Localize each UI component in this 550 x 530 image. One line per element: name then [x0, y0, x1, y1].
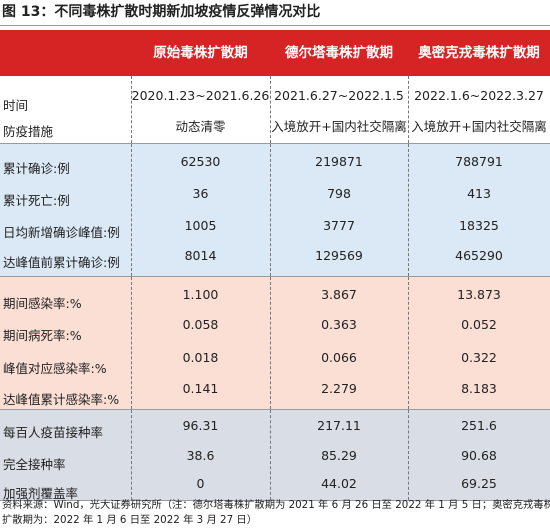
cell: 0.018	[182, 350, 219, 365]
cell: 44.02	[321, 476, 357, 491]
column-divider	[408, 410, 409, 500]
cell: 动态清零	[175, 119, 226, 134]
section-vaccination: 每百人疫苗接种率 96.31 217.11 251.6 完全接种率 38.6 8…	[0, 410, 550, 501]
cell: 465290	[455, 248, 503, 263]
source-note-line: 扩散期为：2022 年 1 月 6 日至 2022 年 3 月 27 日）	[2, 514, 258, 526]
cell: 69.25	[461, 476, 497, 491]
section-period: 时间 2020.1.23~2021.6.26 2021.6.27~2022.1.…	[0, 76, 550, 143]
cell: 2020.1.23~2021.6.26	[131, 88, 270, 103]
column-divider	[131, 277, 132, 409]
column-header-omicron: 奥密克戎毒株扩散期	[418, 45, 540, 61]
row-label: 时间	[3, 98, 29, 113]
cell: 3.867	[321, 287, 357, 302]
column-header-delta: 德尔塔毒株扩散期	[285, 45, 393, 61]
column-header-original: 原始毒株扩散期	[153, 45, 248, 61]
cell: 85.29	[321, 448, 357, 463]
cell: 2021.6.27~2022.1.5	[274, 88, 404, 103]
row-label: 完全接种率	[3, 457, 66, 472]
column-divider	[270, 76, 271, 143]
cell: 2.279	[321, 381, 357, 396]
row-label: 达峰值累计感染率:%	[3, 392, 120, 407]
cell: 0.141	[182, 381, 219, 396]
cell: 0.363	[321, 317, 357, 332]
column-divider	[131, 76, 132, 143]
cell: 36	[192, 186, 209, 201]
cell: 90.68	[461, 448, 497, 463]
row-label: 防疫措施	[3, 124, 54, 139]
cell: 129569	[315, 248, 363, 263]
column-divider	[408, 76, 409, 143]
column-divider	[131, 144, 132, 276]
cell: 38.6	[186, 448, 215, 463]
cell: 798	[327, 186, 351, 201]
row-label: 加强剂覆盖率	[3, 486, 79, 501]
cell: 788791	[455, 154, 503, 169]
row-label: 每百人疫苗接种率	[3, 425, 104, 440]
cell: 62530	[180, 154, 221, 169]
column-divider	[408, 277, 409, 409]
cell: 8.183	[461, 381, 497, 396]
column-divider	[270, 277, 271, 409]
row-label: 累计死亡:例	[3, 193, 70, 208]
figure-title: 图 13：不同毒株扩散时期新加坡疫情反弹情况对比	[0, 0, 550, 26]
cell: 219871	[315, 154, 363, 169]
cell: 251.6	[461, 418, 497, 433]
cell: 13.873	[457, 287, 501, 302]
column-divider	[270, 144, 271, 276]
divider	[0, 500, 550, 501]
column-divider	[131, 410, 132, 500]
column-divider	[408, 144, 409, 276]
table-row: 时间 2020.1.23~2021.6.26 2021.6.27~2022.1.…	[0, 88, 550, 113]
cell: 0.058	[182, 317, 219, 332]
cell: 217.11	[317, 418, 361, 433]
cell: 8014	[184, 248, 217, 263]
table-row: 防疫措施 动态清零 入境放开+国内社交隔离 入境放开+国内社交隔离	[0, 116, 550, 139]
cell: 1.100	[182, 287, 219, 302]
row-label: 日均新增确诊峰值:例	[3, 225, 120, 240]
row-label: 期间病死率:%	[3, 328, 82, 343]
cell: 0.322	[461, 350, 497, 365]
cell: 入境放开+国内社交隔离	[411, 119, 547, 134]
cell: 0	[196, 476, 205, 491]
row-label: 峰值对应感染率:%	[3, 361, 107, 376]
cell: 0.052	[461, 317, 497, 332]
cell: 0.066	[321, 350, 357, 365]
cell: 413	[467, 186, 491, 201]
cell: 3777	[323, 218, 355, 233]
row-label: 累计确诊:例	[3, 161, 70, 176]
column-divider	[270, 410, 271, 500]
cell: 18325	[459, 218, 499, 233]
cell: 2022.1.6~2022.3.27	[414, 88, 544, 103]
comparison-table: 原始毒株扩散期 德尔塔毒株扩散期 奥密克戎毒株扩散期 时间 2020.1.23~…	[0, 28, 550, 501]
row-label: 期间感染率:%	[3, 296, 82, 311]
divider	[0, 276, 550, 277]
divider	[0, 143, 550, 144]
cell: 入境放开+国内社交隔离	[271, 119, 407, 134]
cell: 96.31	[182, 418, 219, 433]
divider	[0, 409, 550, 410]
cell: 1005	[184, 218, 217, 233]
source-note: 资料来源：Wind，光大证券研究所（注：德尔塔毒株扩散期为 2021 年 6 月…	[2, 498, 550, 528]
section-rates: 期间感染率:% 1.100 3.867 13.873 期间病死率:% 0.058…	[0, 277, 550, 409]
table-header: 原始毒株扩散期 德尔塔毒株扩散期 奥密克戎毒株扩散期	[0, 28, 550, 76]
section-cases: 累计确诊:例 62530 219871 788791 累计死亡:例 36 798…	[0, 144, 550, 276]
row-label: 达峰值前累计确诊:例	[3, 255, 120, 270]
source-note-line: 资料来源：Wind，光大证券研究所（注：德尔塔毒株扩散期为 2021 年 6 月…	[2, 499, 550, 511]
